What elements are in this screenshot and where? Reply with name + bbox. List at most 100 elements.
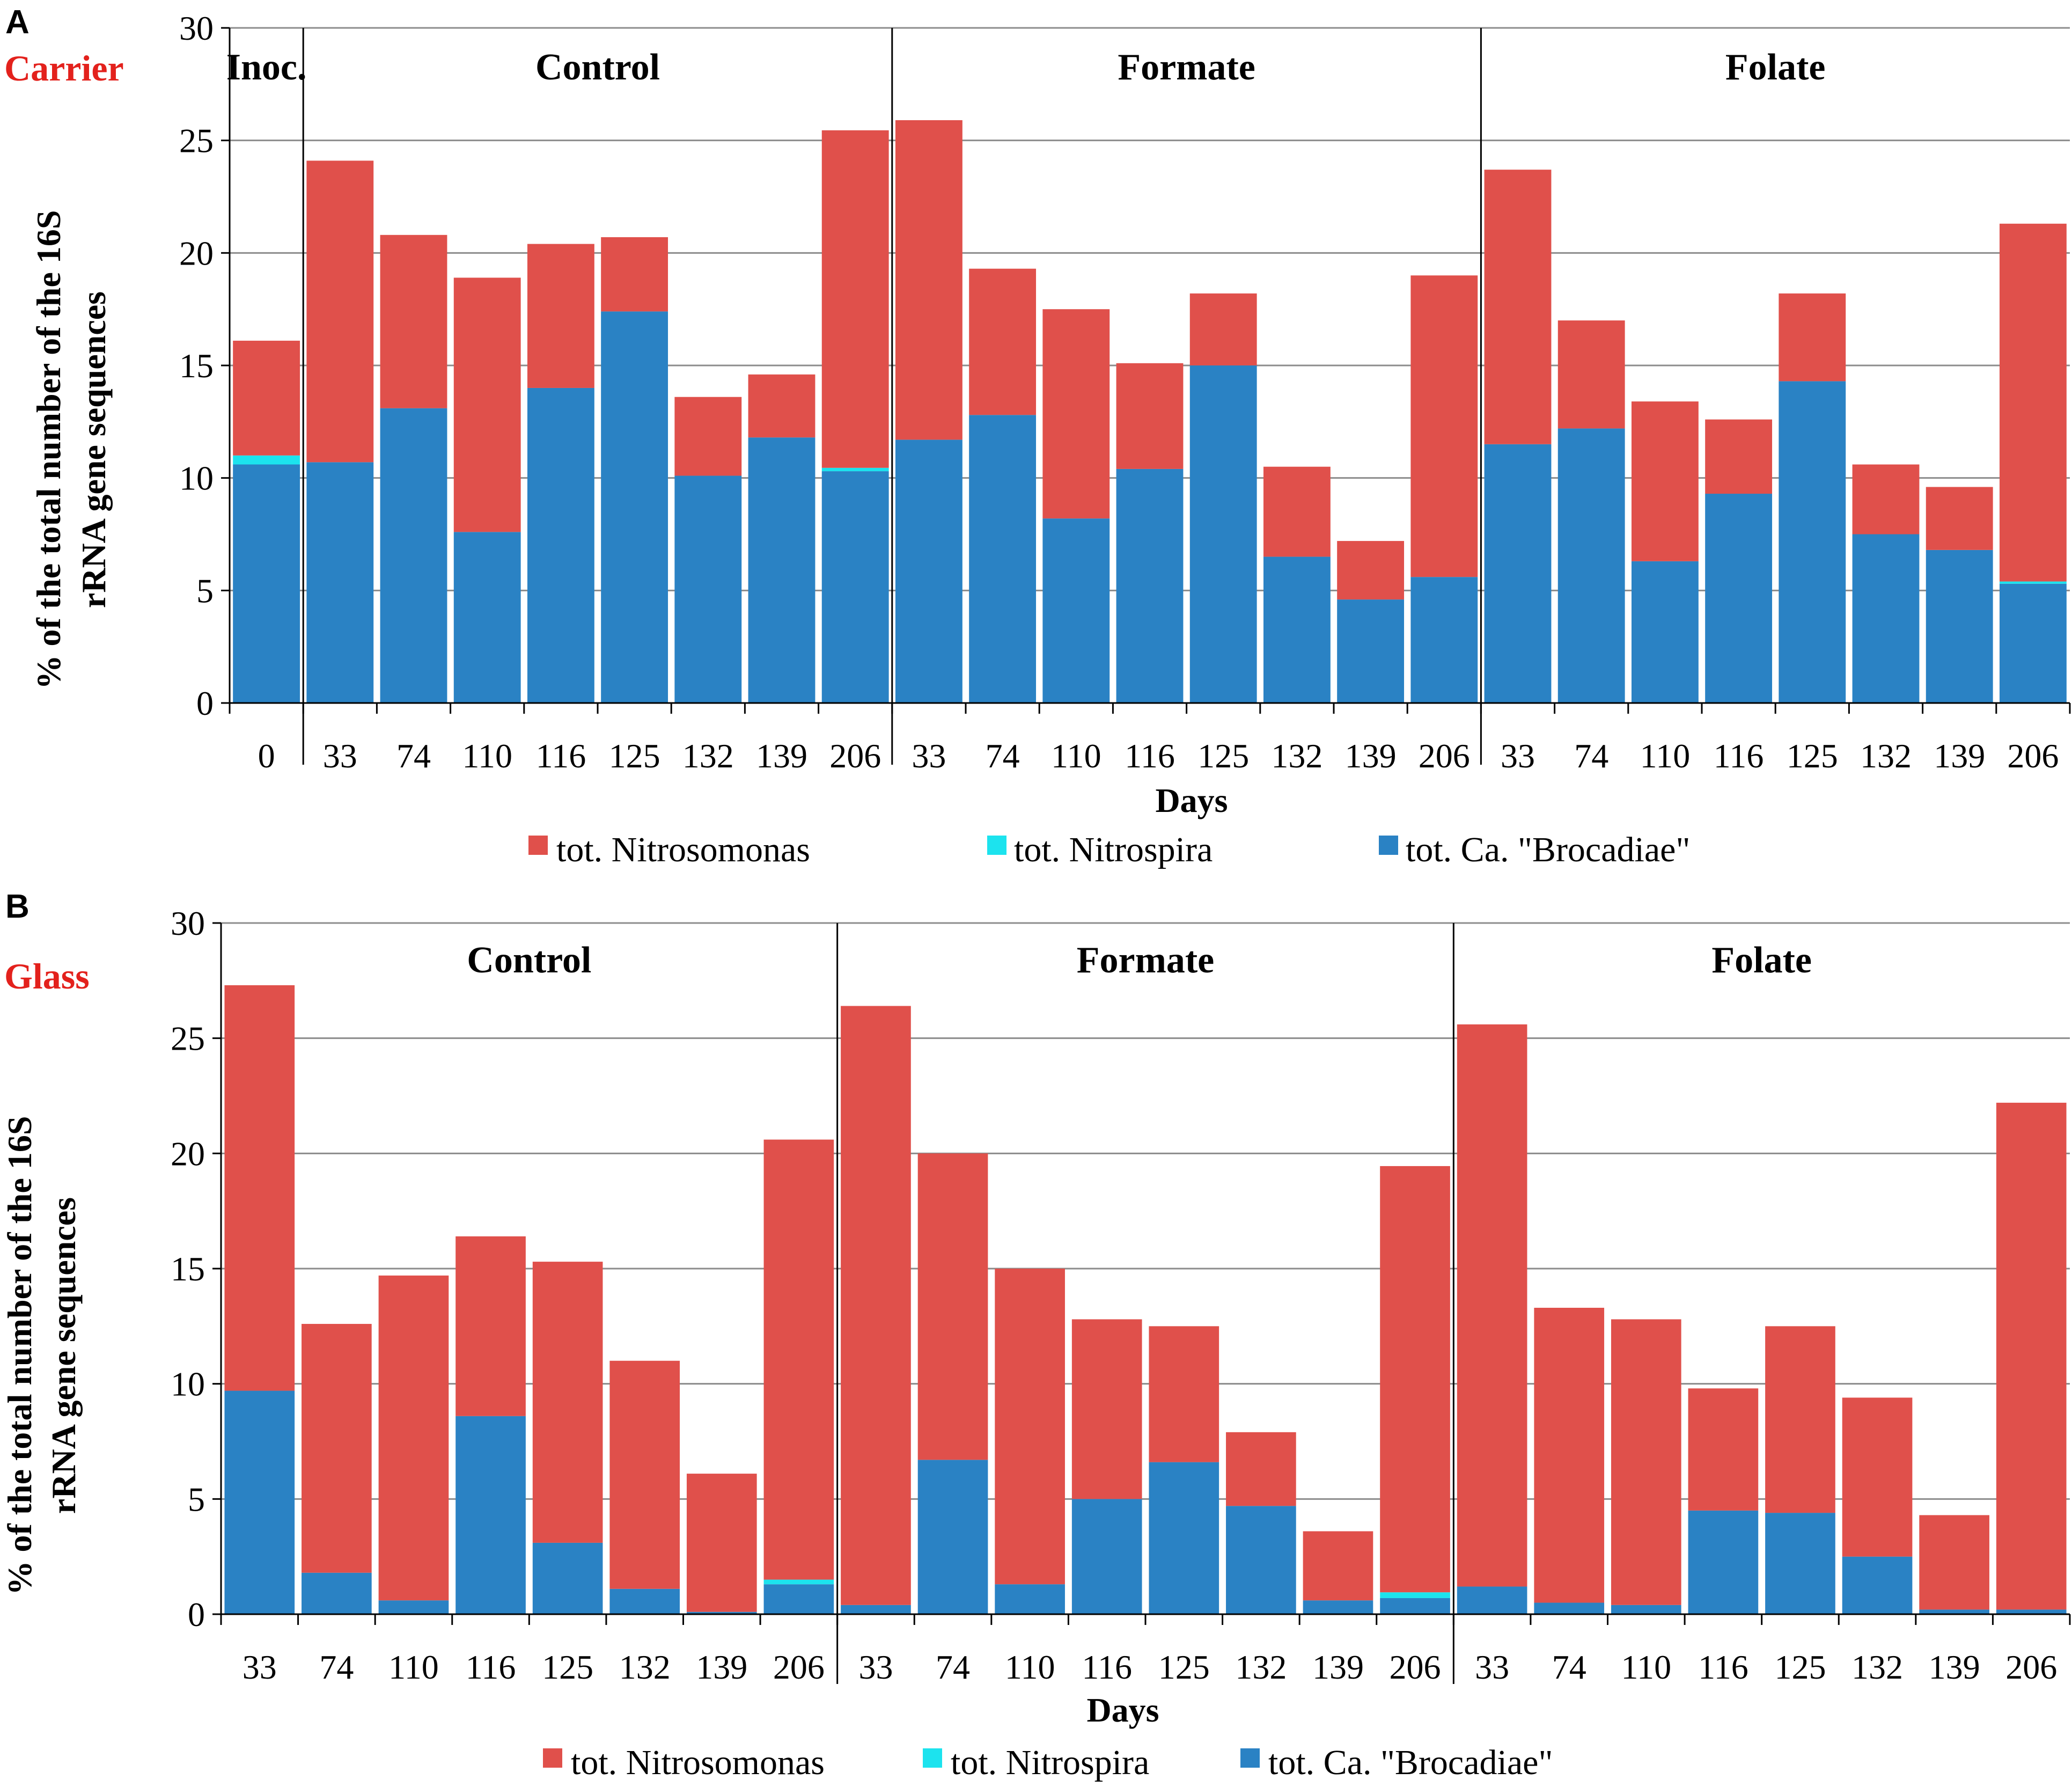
bar-nitrosomonas <box>306 160 374 463</box>
bar-brocadiae <box>1557 428 1625 703</box>
x-tick-label: 139 <box>1345 737 1397 775</box>
x-tick-label: 33 <box>323 737 357 775</box>
bar-brocadiae <box>1765 1513 1835 1614</box>
x-tick-label: 74 <box>1552 1648 1586 1686</box>
bar-nitrosomonas <box>532 1262 603 1543</box>
bar-brocadiae <box>917 1460 988 1614</box>
x-tick-label: 206 <box>2005 1648 2057 1686</box>
bar-brocadiae <box>1263 556 1331 703</box>
x-tick-label: 125 <box>1787 737 1838 775</box>
group-label: Formate <box>1077 940 1215 981</box>
bar-nitrosomonas <box>224 985 295 1391</box>
panel-letter-b: B <box>5 888 30 925</box>
bar-brocadiae <box>233 464 300 703</box>
bar-brocadiae <box>601 311 668 703</box>
bar-brocadiae <box>821 471 889 703</box>
x-tick-label: 74 <box>319 1648 354 1686</box>
legend-swatch-brocadiae <box>1379 836 1398 855</box>
x-tick-labels: 33 74 110 116 125 132 139 206 33 74 110 116 125 132 13… <box>243 1648 2057 1686</box>
x-tick-label: 33 <box>912 737 946 775</box>
bar-nitrosomonas <box>1457 1024 1527 1587</box>
group-label: Folate <box>1711 940 1812 981</box>
bar-nitrosomonas <box>1926 487 1993 550</box>
x-tick-label: 206 <box>829 737 881 775</box>
bar-brocadiae <box>1071 1499 1142 1614</box>
bar-brocadiae <box>306 462 374 703</box>
bar-nitrosomonas <box>380 235 447 408</box>
bar-brocadiae <box>1779 381 1846 703</box>
bar-nitrosomonas <box>1116 363 1184 469</box>
bar-brocadiae <box>1457 1586 1527 1614</box>
x-tick-label: 206 <box>1390 1648 1441 1686</box>
y-tick-label: 20 <box>179 234 214 272</box>
bar-brocadiae <box>763 1584 834 1614</box>
legend-swatch-brocadiae <box>1240 1748 1260 1768</box>
bar-nitrosomonas <box>1263 466 1331 557</box>
x-tick-label: 74 <box>986 737 1020 775</box>
x-tick-label: 33 <box>858 1648 893 1686</box>
group-labels: Control Formate Folate <box>467 940 1812 981</box>
x-tick-label: 0 <box>258 737 275 775</box>
x-tick-label: 110 <box>388 1648 439 1686</box>
bar-brocadiae <box>841 1605 911 1614</box>
bar-nitrosomonas <box>1071 1319 1142 1499</box>
panel-letter-a: A <box>5 4 30 41</box>
x-tick-label: 33 <box>243 1648 277 1686</box>
legend-label-nitrospira: tot. Nitrospira <box>951 1743 1149 1782</box>
x-tick-label: 33 <box>1501 737 1535 775</box>
legend-swatch-nitrosomonas <box>543 1748 562 1768</box>
bar-nitrosomonas <box>969 268 1037 415</box>
bar-nitrosomonas <box>1779 293 1846 382</box>
y-axis-title-line1: % of the total number of the 16S <box>1 1116 39 1595</box>
bar-brocadiae <box>532 1542 603 1614</box>
group-label: Folate <box>1725 47 1826 88</box>
y-tick-label: 30 <box>171 904 205 942</box>
x-tick-label: 125 <box>609 737 660 775</box>
bar-nitrospira <box>1380 1592 1450 1598</box>
bar-brocadiae <box>1688 1510 1759 1614</box>
legend: tot. Nitrosomonas tot. Nitrospira tot. C… <box>528 830 1690 869</box>
x-tick-label: 139 <box>696 1648 747 1686</box>
bar-brocadiae <box>1926 550 1993 703</box>
bar-brocadiae <box>527 387 594 703</box>
panel-label-carrier: Carrier <box>4 48 124 89</box>
bar-brocadiae <box>1534 1602 1605 1614</box>
x-tick-label: 74 <box>936 1648 970 1686</box>
bar-nitrosomonas <box>1999 223 2067 582</box>
y-gridlines <box>221 922 2070 1500</box>
bar-stacks <box>224 985 2067 1614</box>
bar-brocadiae <box>1611 1605 1681 1614</box>
x-tick-label: 74 <box>396 737 431 775</box>
bar-brocadiae <box>686 1612 757 1614</box>
x-tick-label: 139 <box>756 737 807 775</box>
group-separators <box>302 28 1482 765</box>
bar-nitrospira <box>763 1579 834 1585</box>
bar-nitrosomonas <box>1410 275 1478 577</box>
bar-nitrosomonas <box>455 1236 526 1416</box>
x-tick-labels: 0 33 74 110 116 125 132 139 206 33 74 110 116 125 132 1… <box>258 737 2059 775</box>
bar-brocadiae <box>1919 1609 1989 1614</box>
bar-nitrosomonas <box>1842 1397 1913 1557</box>
bar-brocadiae <box>1410 577 1478 703</box>
legend-swatch-nitrospira <box>923 1748 942 1768</box>
bar-brocadiae <box>609 1588 680 1614</box>
bar-nitrosomonas <box>763 1139 834 1580</box>
bar-nitrosomonas <box>1534 1307 1605 1603</box>
bar-brocadiae <box>1999 583 2067 703</box>
legend-swatch-nitrospira <box>987 836 1006 855</box>
bar-nitrosomonas <box>917 1153 988 1460</box>
bar-nitrosomonas <box>1557 320 1625 429</box>
x-tick-label: 125 <box>1158 1648 1210 1686</box>
x-tick-label: 139 <box>1929 1648 1980 1686</box>
y-tick-label: 0 <box>188 1595 205 1634</box>
y-axis-title-line1: % of the total number of the 16S <box>30 210 68 690</box>
bar-brocadiae <box>674 475 742 703</box>
group-labels: Inoc. Control Formate Folate <box>226 47 1826 88</box>
bar-brocadiae <box>1226 1506 1296 1614</box>
x-tick-label: 132 <box>1860 737 1912 775</box>
bar-nitrosomonas <box>601 237 668 312</box>
x-tick-label: 206 <box>773 1648 825 1686</box>
bar-brocadiae <box>1852 534 1920 703</box>
x-tick-label: 139 <box>1934 737 1985 775</box>
